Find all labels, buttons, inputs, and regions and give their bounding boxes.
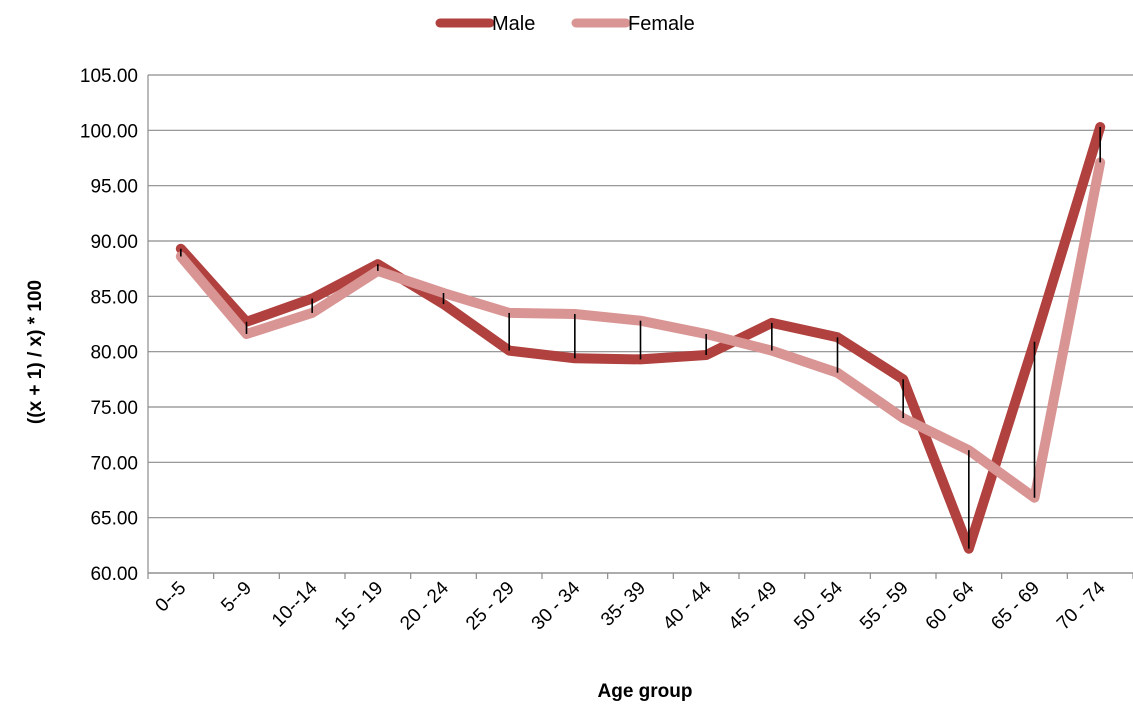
x-tick-label: 55 - 59 — [856, 578, 913, 635]
y-tick-label: 75.00 — [90, 398, 138, 419]
y-tick-label: 105.00 — [80, 66, 138, 87]
x-tick-label: 30 - 34 — [528, 577, 585, 634]
x-tick-label: 35- 39 — [597, 578, 650, 631]
x-tick-label: 0--5 — [152, 578, 191, 617]
x-tick-label: 40 - 44 — [659, 577, 716, 634]
y-tick-label: 90.00 — [90, 232, 138, 253]
gridlines — [147, 74, 1133, 579]
x-tick-label: 60 - 64 — [922, 577, 979, 634]
x-tick-label: 65 - 69 — [987, 578, 1044, 635]
y-axis-tick-labels: 60.00 65.00 70.00 75.00 80.00 85.00 90.00 95.00… — [80, 66, 138, 585]
x-tick-label: 20 - 24 — [396, 577, 453, 634]
x-tick-label: 50 - 54 — [790, 577, 847, 634]
x-axis-title: Age group — [598, 681, 693, 702]
x-tick-label: 45 - 49 — [725, 578, 782, 635]
y-tick-label: 70.00 — [90, 453, 138, 474]
y-axis-title: ((x + 1) / x) * 100 — [25, 280, 46, 424]
y-tick-label: 100.00 — [80, 121, 138, 142]
x-tick-label: 25 - 29 — [462, 578, 519, 635]
x-axis-tick-labels: 0--5 5--9 10--14 15 - 19 20 - 24 25 - 29 30 - … — [152, 577, 1110, 634]
legend: Male Female — [435, 13, 695, 35]
y-tick-label: 85.00 — [90, 287, 138, 308]
legend-label-male: Male — [492, 13, 535, 35]
x-tick-label: 5--9 — [217, 578, 256, 617]
y-tick-label: 60.00 — [90, 564, 138, 585]
y-tick-label: 95.00 — [90, 177, 138, 198]
legend-label-female: Female — [628, 13, 695, 35]
x-tick-label: 15 - 19 — [331, 578, 388, 635]
x-tick-label: 70 - 74 — [1053, 577, 1110, 634]
y-tick-label: 80.00 — [90, 343, 138, 364]
difference-lines — [180, 127, 1101, 549]
x-tick-label: 10--14 — [268, 577, 322, 631]
y-tick-label: 65.00 — [90, 509, 138, 530]
